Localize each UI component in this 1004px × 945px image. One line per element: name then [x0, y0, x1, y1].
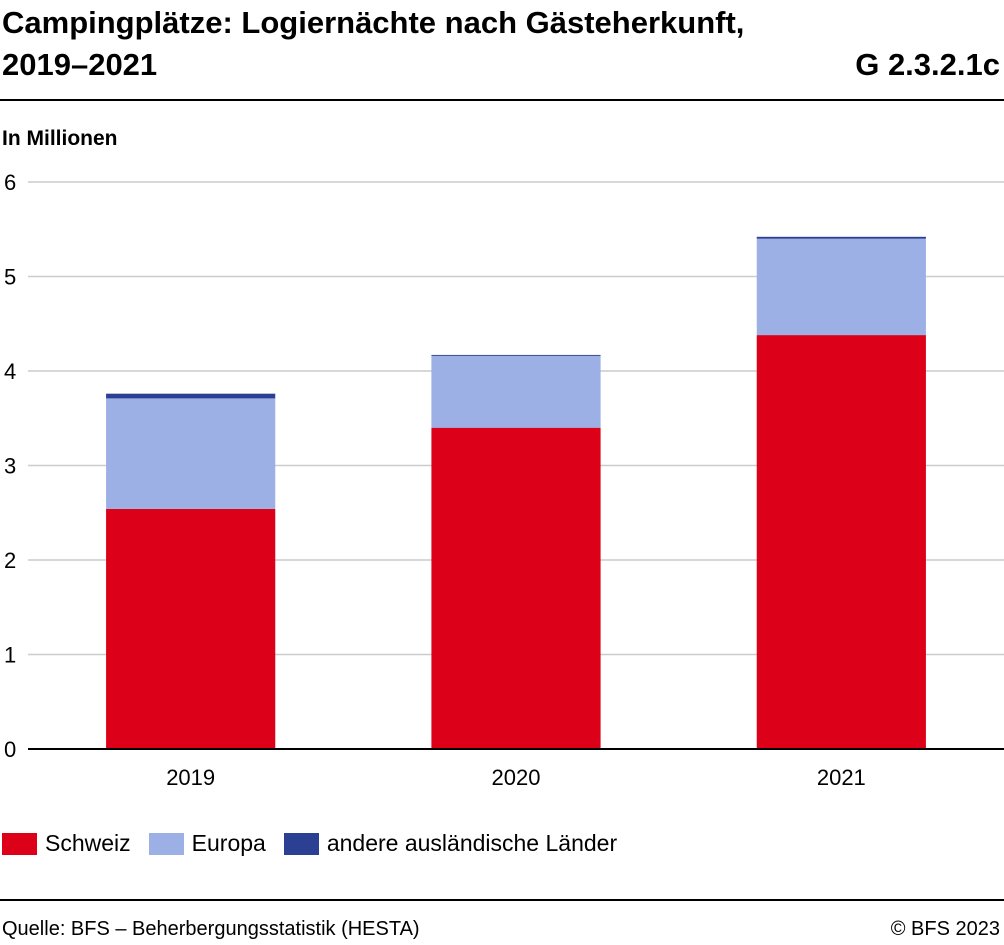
bar-segment-2019-2 [106, 393, 276, 399]
y-tick-label: 6 [4, 170, 16, 195]
source-note: Quelle: BFS – Beherbergungsstatistik (HE… [2, 918, 420, 940]
y-tick-label: 4 [4, 359, 16, 384]
y-tick-label: 1 [4, 643, 16, 668]
chart-title: Campingplätze: Logiernächte nach Gästehe… [2, 5, 745, 82]
legend-item-andere: andere ausländische Länder [283, 830, 618, 857]
bar-segment-2020-1 [431, 355, 601, 428]
bar-segment-2021-0 [756, 335, 926, 749]
x-tick-label: 2020 [492, 765, 541, 790]
legend-swatch-andere [283, 832, 319, 855]
legend-item-schweiz: Schweiz [2, 830, 131, 857]
bottom-rule [0, 899, 1004, 901]
legend-label-europa: Europa [191, 830, 266, 856]
legend-label-schweiz: Schweiz [45, 830, 131, 856]
bar-segment-2021-1 [756, 238, 926, 336]
bar-segment-2021-2 [756, 236, 926, 239]
legend-label-andere: andere ausländische Länder [326, 830, 618, 856]
legend-swatch-europa [148, 832, 184, 855]
legend: Schweiz Europa andere ausländische Lände… [2, 830, 635, 857]
top-rule [0, 99, 1004, 101]
legend-swatch-schweiz [2, 832, 37, 855]
chart-code: G 2.3.2.1c [855, 47, 1000, 82]
bar-segment-2019-0 [106, 508, 276, 749]
y-tick-label: 2 [4, 548, 16, 573]
bar-segment-2020-2 [431, 354, 601, 356]
x-tick-label: 2021 [817, 765, 866, 790]
stacked-bar-chart: 0 1 2 3 4 5 6 2019 2020 2021 [4, 170, 1004, 790]
y-tick-label: 0 [4, 737, 16, 762]
x-tick-label: 2019 [166, 765, 215, 790]
y-tick-label: 5 [4, 265, 16, 290]
y-tick-label: 3 [4, 454, 16, 479]
legend-item-europa: Europa [148, 830, 266, 857]
bar-segment-2020-0 [431, 427, 601, 749]
y-axis-label: In Millionen [2, 127, 118, 150]
bar-segment-2019-1 [106, 398, 276, 509]
copyright-note: © BFS 2023 [890, 918, 1000, 940]
